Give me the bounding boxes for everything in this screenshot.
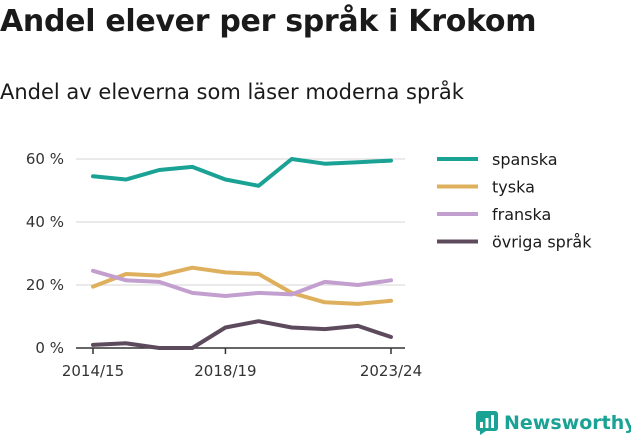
series-line-övriga-språk bbox=[91, 319, 393, 350]
legend-label: tyska bbox=[492, 178, 535, 197]
chart-title: Andel elever per språk i Krokom bbox=[0, 4, 537, 39]
y-tick-label: 20 % bbox=[26, 276, 64, 294]
series-line-tyska bbox=[91, 265, 393, 306]
y-tick-label: 40 % bbox=[26, 213, 64, 231]
series-line-franska bbox=[91, 268, 393, 298]
x-tick-label: 2018/19 bbox=[194, 362, 256, 380]
x-tick-label: 2014/15 bbox=[62, 362, 124, 380]
x-tick-label: 2023/24 bbox=[360, 362, 422, 380]
y-tick-label: 0 % bbox=[35, 339, 64, 357]
newsworthy-logo-icon bbox=[476, 411, 498, 435]
brand-name: Newsworthy bbox=[504, 412, 631, 434]
y-tick-label: 60 % bbox=[26, 150, 64, 168]
y-axis: 0 % 20 % 40 % 60 % bbox=[26, 150, 64, 357]
x-axis: 2014/15 2018/19 2023/24 bbox=[62, 347, 422, 380]
series-lines bbox=[91, 157, 393, 350]
chart-subtitle: Andel av eleverna som läser moderna språ… bbox=[0, 80, 464, 104]
newsworthy-logo: Newsworthy bbox=[476, 408, 631, 438]
legend-label: övriga språk bbox=[492, 233, 592, 252]
legend-label: spanska bbox=[492, 150, 558, 169]
legend-label: franska bbox=[492, 205, 551, 224]
series-line-spanska bbox=[91, 157, 393, 188]
legend: spanska tyska franska övriga språk bbox=[437, 150, 592, 252]
